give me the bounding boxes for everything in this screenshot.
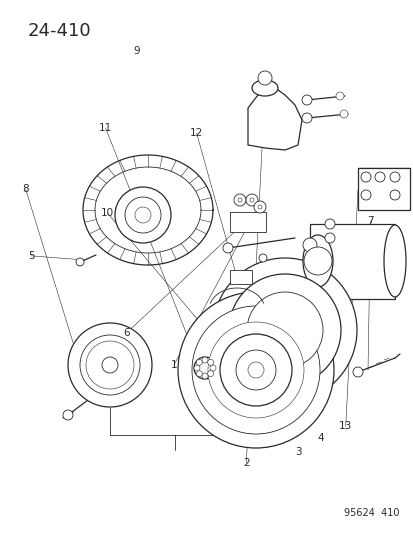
Text: 3: 3: [294, 447, 301, 457]
Circle shape: [324, 219, 334, 229]
Circle shape: [324, 233, 334, 243]
Ellipse shape: [383, 225, 405, 297]
Circle shape: [135, 207, 151, 223]
Bar: [230, 270, 252, 284]
Circle shape: [352, 367, 362, 377]
Circle shape: [254, 201, 266, 213]
Circle shape: [196, 359, 202, 365]
Circle shape: [192, 306, 319, 434]
Text: 13: 13: [338, 422, 351, 431]
Text: 7: 7: [366, 216, 373, 226]
Circle shape: [80, 335, 140, 395]
Circle shape: [335, 92, 343, 100]
Bar: [309, 224, 394, 299]
Text: 10: 10: [101, 208, 114, 218]
Circle shape: [257, 71, 271, 85]
Circle shape: [115, 187, 171, 243]
Circle shape: [194, 365, 199, 371]
Circle shape: [301, 95, 311, 105]
Circle shape: [178, 292, 333, 448]
Circle shape: [102, 357, 118, 373]
Circle shape: [257, 205, 261, 209]
Circle shape: [233, 194, 245, 206]
Polygon shape: [247, 90, 301, 150]
Circle shape: [202, 373, 207, 379]
Bar: [230, 212, 266, 232]
Circle shape: [196, 370, 202, 377]
Circle shape: [207, 359, 213, 365]
Bar: [357, 168, 409, 210]
Circle shape: [223, 243, 233, 253]
Circle shape: [86, 341, 134, 389]
Circle shape: [209, 365, 216, 371]
Circle shape: [202, 357, 207, 363]
Text: 6: 6: [123, 328, 129, 338]
Text: 24-410: 24-410: [28, 22, 91, 40]
Circle shape: [247, 362, 263, 378]
Circle shape: [212, 258, 356, 402]
Text: 95624  410: 95624 410: [344, 508, 399, 518]
Circle shape: [249, 198, 254, 202]
Text: 1: 1: [170, 360, 177, 370]
Text: 4: 4: [317, 433, 323, 443]
Circle shape: [360, 172, 370, 182]
Circle shape: [303, 247, 331, 275]
Circle shape: [360, 190, 370, 200]
Circle shape: [207, 370, 213, 377]
Circle shape: [237, 198, 242, 202]
Circle shape: [389, 172, 399, 182]
Ellipse shape: [252, 80, 277, 96]
Circle shape: [245, 194, 257, 206]
Circle shape: [247, 292, 322, 368]
Circle shape: [235, 350, 275, 390]
Text: 5: 5: [28, 251, 34, 261]
Circle shape: [63, 410, 73, 420]
Text: 9: 9: [133, 46, 140, 55]
Circle shape: [259, 254, 266, 262]
Text: 2: 2: [242, 458, 249, 467]
Circle shape: [302, 238, 316, 252]
Circle shape: [339, 110, 347, 118]
Text: 12: 12: [190, 128, 203, 138]
Circle shape: [207, 322, 303, 418]
Circle shape: [125, 197, 161, 233]
Circle shape: [374, 172, 384, 182]
Text: 11: 11: [99, 123, 112, 133]
Circle shape: [228, 274, 340, 386]
Circle shape: [389, 190, 399, 200]
Circle shape: [68, 323, 152, 407]
Circle shape: [219, 334, 291, 406]
Ellipse shape: [302, 235, 332, 287]
Circle shape: [301, 113, 311, 123]
Circle shape: [76, 258, 84, 266]
Text: 8: 8: [22, 184, 29, 194]
Circle shape: [92, 347, 128, 383]
